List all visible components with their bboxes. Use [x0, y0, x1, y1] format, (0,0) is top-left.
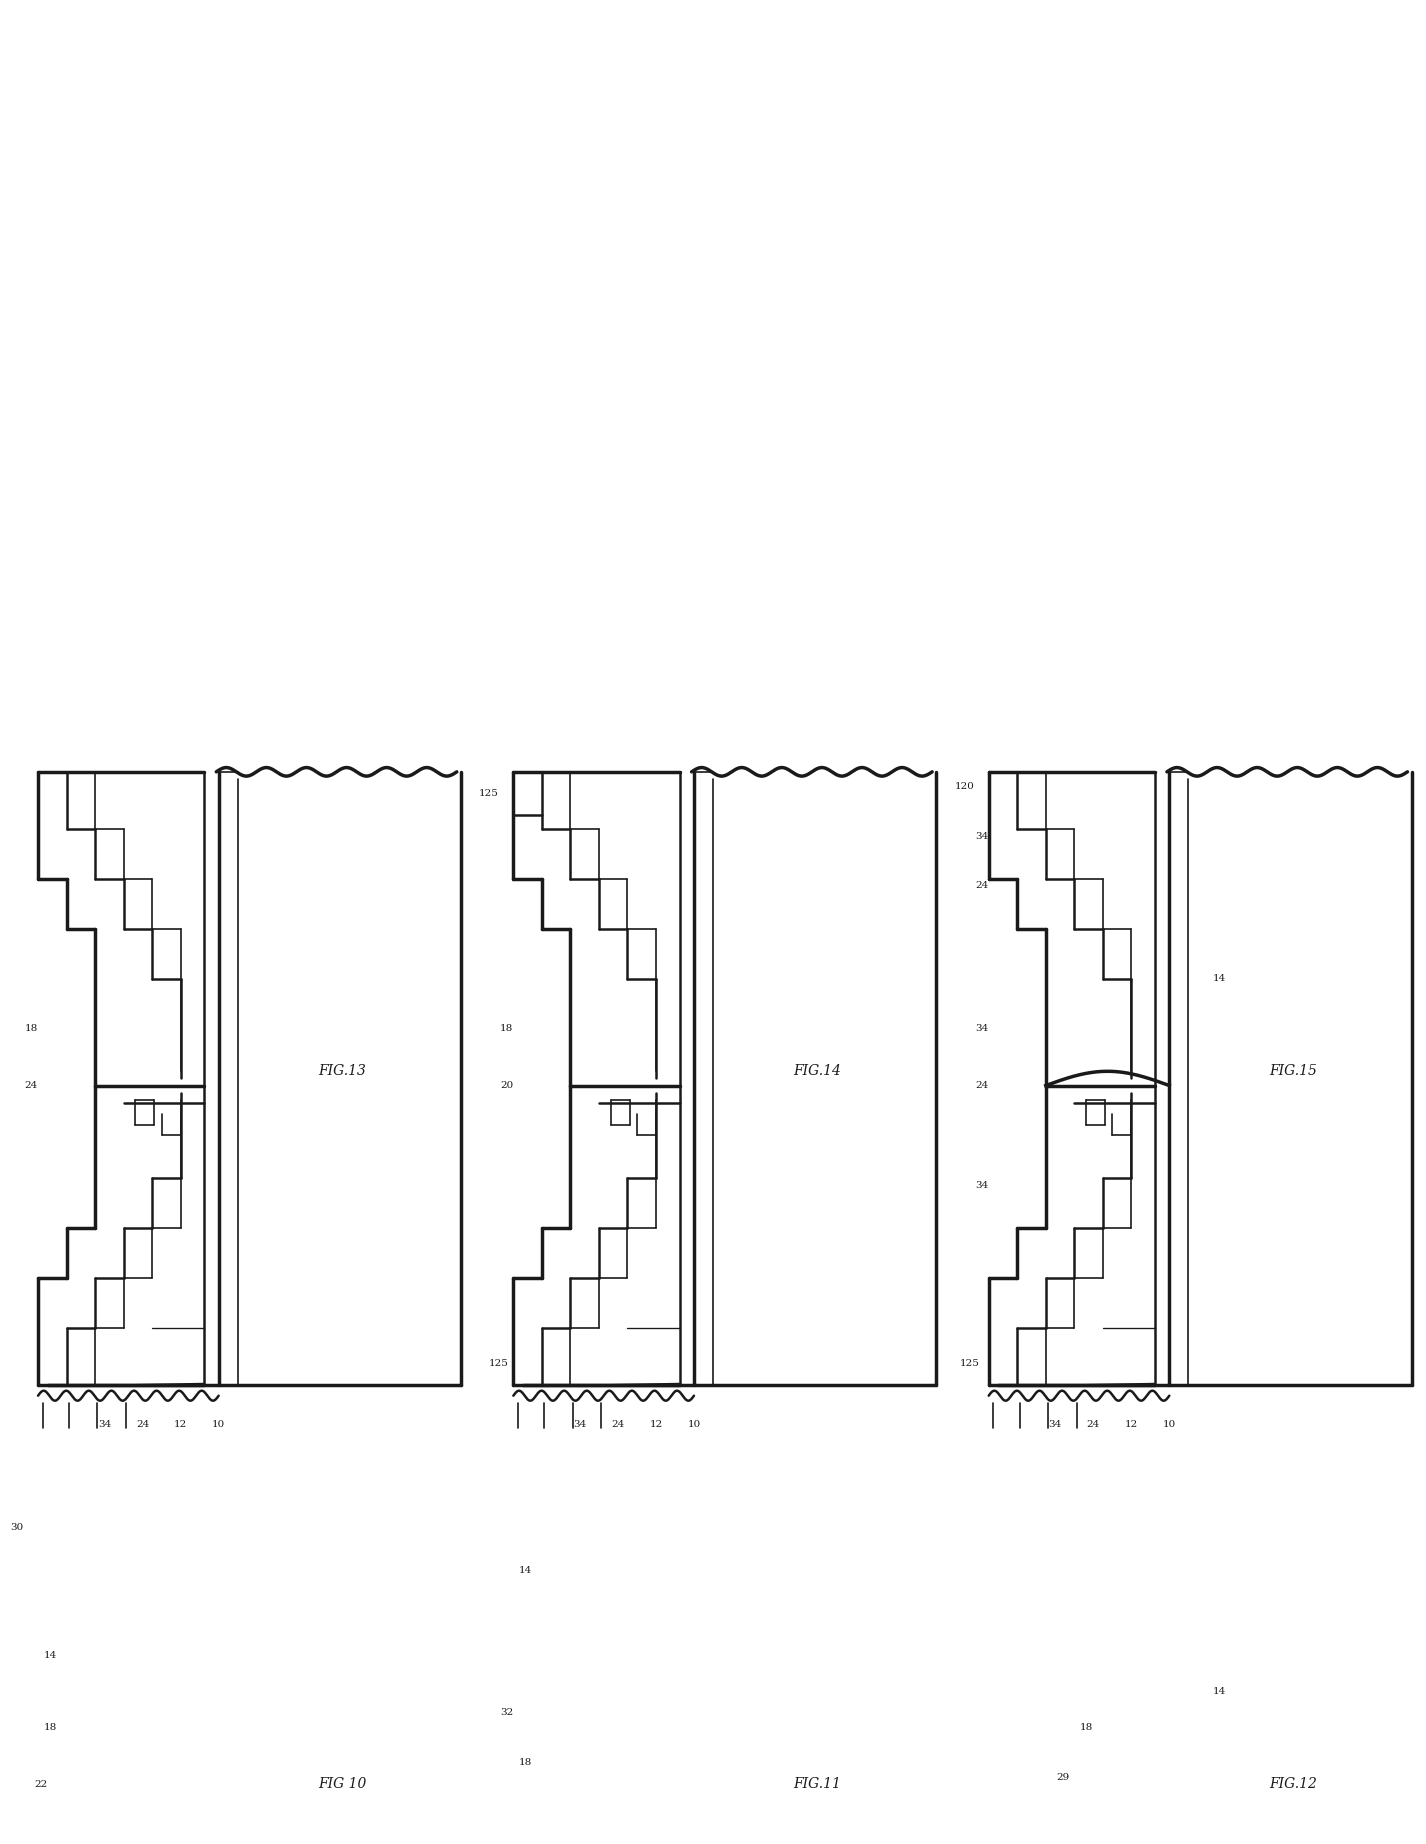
Text: FIG.14: FIG.14: [794, 1064, 841, 1079]
Text: 18: 18: [44, 1722, 57, 1732]
Text: 34: 34: [975, 1023, 988, 1033]
Text: 34: 34: [975, 832, 988, 841]
Text: 10: 10: [1162, 1420, 1176, 1429]
Text: 125: 125: [960, 1359, 980, 1368]
Text: 24: 24: [975, 881, 988, 891]
Text: 34: 34: [98, 1420, 111, 1429]
Text: 34: 34: [573, 1420, 586, 1429]
Text: 125: 125: [479, 789, 499, 798]
Text: 12: 12: [1125, 1420, 1138, 1429]
Text: 125: 125: [489, 1359, 509, 1368]
Text: FIG.13: FIG.13: [318, 1064, 366, 1079]
Text: FIG.12: FIG.12: [1269, 1778, 1316, 1791]
Text: 24: 24: [135, 1420, 150, 1429]
Text: 24: 24: [975, 1081, 988, 1090]
Text: 32: 32: [501, 1709, 513, 1717]
Text: 24: 24: [1087, 1420, 1099, 1429]
Text: 12: 12: [174, 1420, 187, 1429]
Text: 30: 30: [10, 1523, 24, 1532]
Text: FIG.15: FIG.15: [1269, 1064, 1316, 1079]
Text: 14: 14: [519, 1566, 532, 1575]
Text: 24: 24: [24, 1081, 39, 1090]
Text: 29: 29: [1057, 1772, 1070, 1781]
Text: 34: 34: [1048, 1420, 1062, 1429]
Text: 34: 34: [975, 1180, 988, 1189]
Text: 10: 10: [687, 1420, 700, 1429]
Text: 14: 14: [1214, 974, 1226, 983]
Text: 14: 14: [44, 1652, 57, 1660]
Text: 20: 20: [501, 1081, 513, 1090]
Text: FIG.11: FIG.11: [794, 1778, 841, 1791]
Text: 18: 18: [519, 1759, 532, 1767]
Text: 24: 24: [612, 1420, 625, 1429]
Text: 22: 22: [34, 1779, 47, 1789]
Text: FIG 10: FIG 10: [318, 1778, 366, 1791]
Text: 14: 14: [1214, 1687, 1226, 1696]
Text: 18: 18: [24, 1023, 39, 1033]
Text: 18: 18: [501, 1023, 513, 1033]
Text: 120: 120: [954, 782, 974, 791]
Text: 12: 12: [649, 1420, 663, 1429]
Text: 18: 18: [1079, 1722, 1094, 1732]
Text: 10: 10: [212, 1420, 225, 1429]
